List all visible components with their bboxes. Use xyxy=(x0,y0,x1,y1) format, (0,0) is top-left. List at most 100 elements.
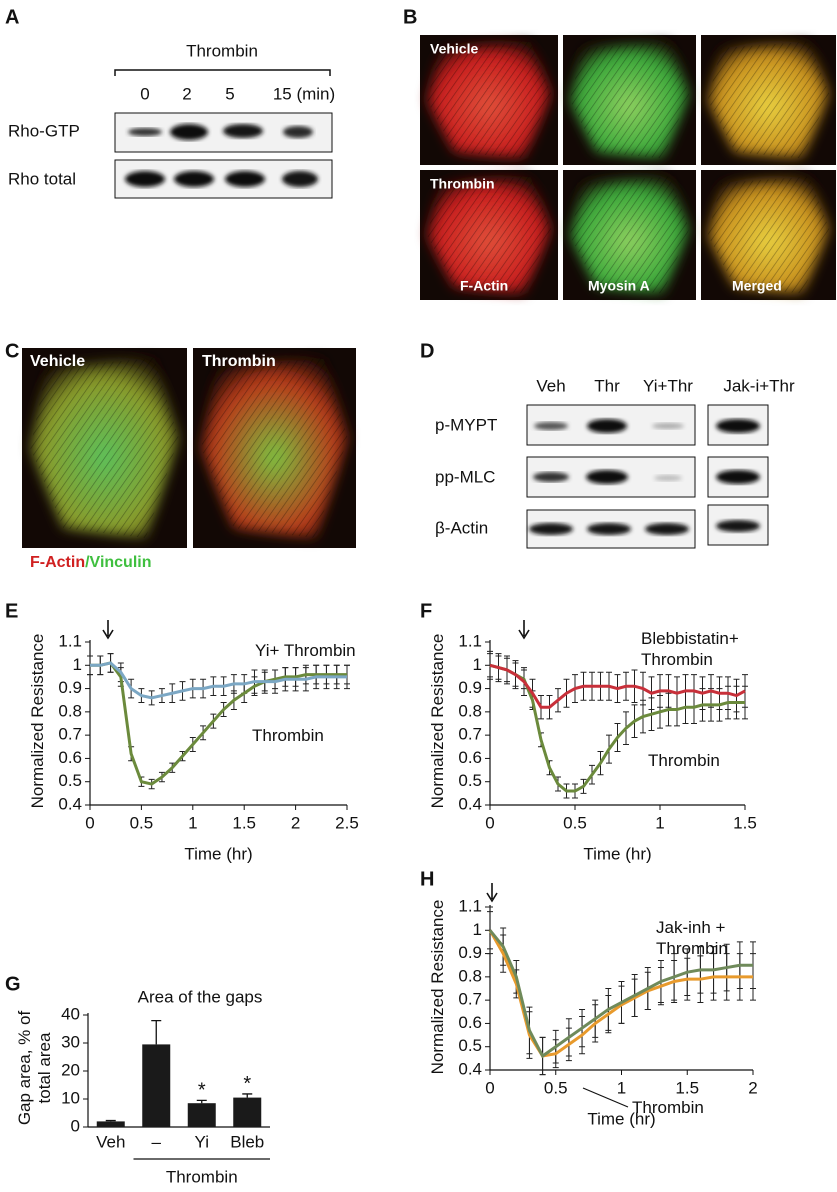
arrow xyxy=(518,620,530,640)
y-tick-label: 0.4 xyxy=(58,794,82,813)
x-tick-label: 2 xyxy=(291,813,300,832)
lane-label: 5 xyxy=(225,84,234,103)
y-tick-label: 20 xyxy=(61,1060,80,1079)
bar xyxy=(142,1044,171,1127)
panel-letter: D xyxy=(420,340,434,362)
error-bar xyxy=(151,1019,162,1045)
y-tick-label: 0.6 xyxy=(58,748,82,767)
blot xyxy=(526,456,769,498)
y-tick-label: 1.1 xyxy=(458,896,482,915)
y-tick-label: 30 xyxy=(61,1032,80,1051)
series-label: Blebbistatin+ Thrombin xyxy=(641,629,739,669)
stain-legend: F-Actin/Vinculin xyxy=(30,554,152,571)
y-tick-label: 0.6 xyxy=(458,748,482,767)
legend-part: /Vinculin xyxy=(85,554,151,571)
y-tick-label: 1.1 xyxy=(458,631,482,650)
treatment-label: Thrombin xyxy=(186,41,258,60)
significance-mark: * xyxy=(243,1073,251,1095)
y-tick-label: 0.5 xyxy=(458,771,482,790)
x-tick-label: 1.5 xyxy=(733,813,757,832)
blot xyxy=(114,112,333,153)
panel-letter: F xyxy=(420,600,432,622)
fibers xyxy=(569,176,690,294)
y-axis-label: Gap area, % of total area xyxy=(15,1010,54,1126)
lane-label: 2 xyxy=(182,84,191,103)
lane-label: 0 xyxy=(140,84,149,103)
arrow xyxy=(486,883,498,903)
error-bar xyxy=(487,650,493,680)
y-axis-label: Normalized Resistance xyxy=(428,899,447,1075)
series-line xyxy=(489,663,745,793)
y-tick-label: 0.5 xyxy=(58,771,82,790)
x-tick-label: 0.5 xyxy=(544,1078,568,1097)
x-tick-label: 1.5 xyxy=(675,1078,699,1097)
row-label: Rho-GTP xyxy=(8,121,80,140)
y-tick-label: 0.7 xyxy=(58,725,82,744)
panel-letter: G xyxy=(5,973,21,995)
lane-label: Yi+Thr xyxy=(643,376,693,395)
error-bar xyxy=(487,906,493,955)
x-axis-label: Time (hr) xyxy=(583,844,651,863)
y-tick-label: 0.9 xyxy=(458,943,482,962)
y-tick-label: 1 xyxy=(473,920,482,939)
x-tick-label: Veh xyxy=(96,1132,125,1151)
y-tick-label: 0 xyxy=(71,1116,80,1135)
x-tick-label: Bleb xyxy=(230,1132,264,1151)
panel-letter: E xyxy=(5,600,18,622)
x-tick-label: 1.5 xyxy=(232,813,256,832)
image-label: Thrombin xyxy=(430,176,495,192)
x-tick-label: 0 xyxy=(85,813,94,832)
y-tick-label: 0.6 xyxy=(458,1013,482,1032)
series-line xyxy=(488,929,753,1059)
bracket xyxy=(114,69,331,76)
y-tick-label: 0.4 xyxy=(458,1059,482,1078)
row-label: p-MYPT xyxy=(435,415,497,434)
series-label: Thrombin xyxy=(648,751,720,770)
fibers xyxy=(426,176,552,294)
x-tick-label: 1 xyxy=(655,813,664,832)
fibers xyxy=(201,358,348,538)
image-label: F-Actin xyxy=(460,278,508,294)
x-axis-label: Time (hr) xyxy=(587,1109,655,1128)
x-tick-label: 2.5 xyxy=(335,813,359,832)
x-tick-label: 2 xyxy=(748,1078,757,1097)
x-tick-label: 0 xyxy=(485,1078,494,1097)
panel-letter: B xyxy=(403,6,417,28)
x-tick-label: 0 xyxy=(485,813,494,832)
y-axis-label: Normalized Resistance xyxy=(428,633,447,809)
panel-letter: H xyxy=(420,868,434,890)
blot xyxy=(526,404,769,446)
y-tick-label: 0.8 xyxy=(458,966,482,985)
x-tick-label: 1 xyxy=(188,813,197,832)
bar xyxy=(187,1103,216,1127)
bar xyxy=(233,1097,262,1127)
y-tick-label: 0.8 xyxy=(458,701,482,720)
micrographs xyxy=(22,348,356,548)
series-line xyxy=(90,661,347,700)
y-tick-label: 1.1 xyxy=(58,631,82,650)
lane-label: Thr xyxy=(594,376,620,395)
series-line xyxy=(90,661,347,786)
series-label: Jak-inh + Thrombin xyxy=(656,918,728,958)
y-tick-label: 0.5 xyxy=(458,1036,482,1055)
chart-title: Area of the gaps xyxy=(138,987,263,1006)
y-axis-label: Normalized Resistance xyxy=(28,633,47,809)
fibers xyxy=(569,41,690,159)
blot xyxy=(114,159,333,199)
bar xyxy=(96,1121,125,1127)
leader-line xyxy=(582,1087,629,1108)
y-tick-label: 10 xyxy=(61,1088,80,1107)
lane-label: Veh xyxy=(536,376,565,395)
x-tick-label: 0.5 xyxy=(563,813,587,832)
y-tick-label: 0.9 xyxy=(58,678,82,697)
fibers xyxy=(30,358,179,538)
group-label: Thrombin xyxy=(166,1167,238,1186)
y-tick-label: 0.8 xyxy=(58,701,82,720)
x-tick-label: 0.5 xyxy=(130,813,154,832)
image-label: Myosin A xyxy=(588,278,650,294)
y-tick-label: 0.7 xyxy=(458,990,482,1009)
fibers xyxy=(707,176,830,294)
fibers xyxy=(707,41,830,159)
